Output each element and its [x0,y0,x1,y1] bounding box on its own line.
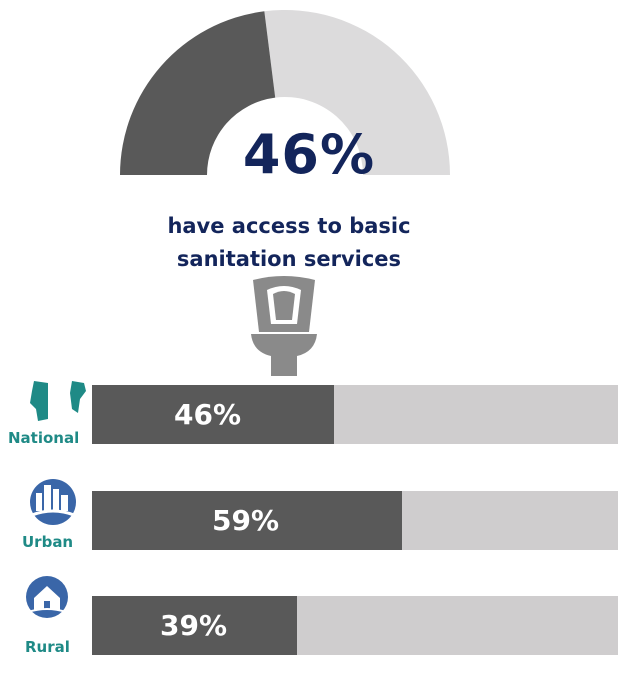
bar-value-national: 46% [174,398,242,431]
gauge-chart [120,9,450,176]
bar-track-rural: 39% [92,596,618,655]
bar-label-rural: Rural [25,638,70,656]
gauge-empty-arc [264,9,450,175]
bar-fill-national [92,385,334,444]
city-icon [30,479,76,525]
gauge-percent-label: 46% [242,123,376,186]
toilet-icon [251,276,317,376]
bar-track-urban: 59% [92,491,618,550]
bar-value-rural: 39% [160,609,228,642]
caption-line-2: sanitation services [176,247,402,271]
gauge-filled-arc [120,11,276,176]
bar-fill-rural [92,596,298,655]
bar-value-urban: 59% [212,504,280,537]
caption-line-1: have access to basic [167,214,411,238]
bar-track-national: 46% [92,385,618,444]
country-map-icon [30,381,86,421]
bar-label-national: National [8,429,80,447]
bar-fill-urban [92,491,403,550]
gauge-caption: have access to basic sanitation services [0,210,578,276]
bar-label-urban: Urban [22,533,74,551]
farmhouse-icon [26,576,68,618]
